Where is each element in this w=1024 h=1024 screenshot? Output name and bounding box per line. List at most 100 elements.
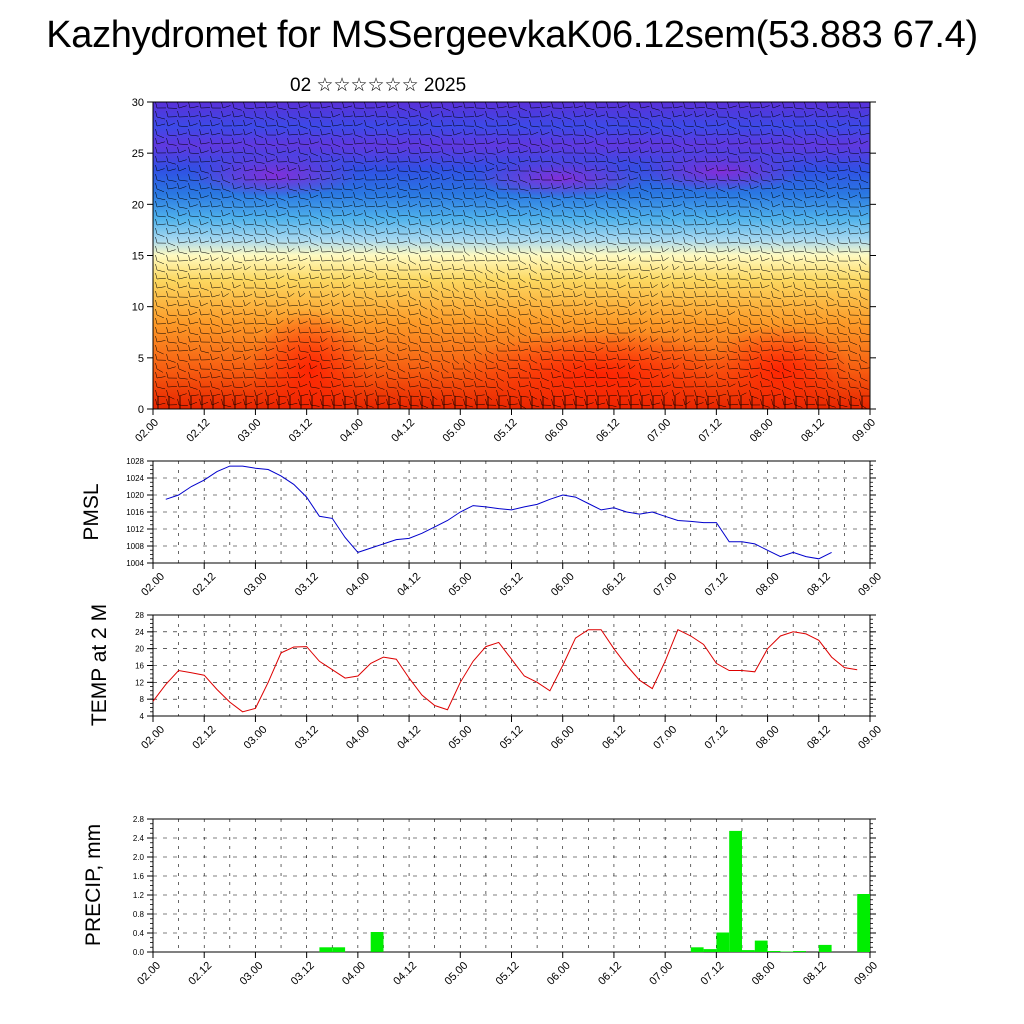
precip-bar	[332, 947, 346, 953]
temp-x-tick-label: 04.12	[395, 724, 423, 752]
precip-y-tick-label: 0.4	[133, 929, 145, 938]
precip-bar	[370, 932, 384, 952]
temp-y-tick-label: 4	[140, 712, 145, 721]
cs-x-tick-label: 07.00	[645, 417, 673, 445]
cs-x-tick-label: 02.00	[133, 417, 161, 445]
precip-x-tick-label: 04.00	[340, 960, 368, 988]
precip-x-tick-label: 07.12	[699, 960, 727, 988]
temp-x-axis: 02.00 02.12 03.00 03.12 04.00 04.12 05.00 05.12…	[139, 716, 884, 752]
precip-x-tick-label: 08.00	[750, 960, 778, 988]
precip-y-tick-label: 1.6	[133, 872, 145, 881]
pmsl-x-tick-label: 04.12	[395, 571, 423, 599]
temp-x-tick-label: 06.12	[600, 724, 628, 752]
precip-bar	[780, 951, 794, 952]
cs-x-tick-label: 04.00	[338, 417, 366, 445]
cs-y-tick-label: 15	[132, 251, 144, 263]
pmsl-x-tick-label: 02.00	[139, 571, 167, 599]
cs-x-tick-label: 08.00	[748, 417, 776, 445]
pmsl-x-tick-label: 07.12	[703, 571, 731, 599]
precip-x-tick-label: 03.00	[238, 960, 266, 988]
precip-x-tick-label: 03.12	[289, 960, 317, 988]
precip-x-tick-label: 07.00	[647, 960, 675, 988]
precip-x-tick-label: 02.12	[186, 960, 214, 988]
pmsl-y-tick-label: 1024	[126, 474, 144, 483]
pmsl-x-tick-label: 06.12	[600, 571, 628, 599]
temp-x-tick-label: 03.00	[242, 724, 270, 752]
temp-x-tick-label: 07.00	[651, 724, 679, 752]
temp-x-tick-label: 09.00	[856, 724, 884, 752]
temp-x-tick-label: 03.12	[293, 724, 321, 752]
temp-x-tick-label: 05.00	[446, 724, 474, 752]
temp-x-tick-label: 05.12	[498, 724, 526, 752]
precip-bar	[767, 951, 781, 952]
pmsl-y-label: PMSL	[80, 483, 103, 540]
precip-y-tick-label: 2.4	[133, 834, 145, 843]
temp-y-tick-label: 20	[135, 645, 144, 654]
precip-x-tick-label: 05.12	[494, 960, 522, 988]
temp-x-tick-label: 07.12	[703, 724, 731, 752]
temp-y-tick-label: 28	[135, 611, 144, 620]
temp-y-tick-label: 8	[140, 695, 145, 704]
precip-grid	[153, 819, 870, 952]
cs-y-tick-label: 10	[132, 302, 144, 314]
precip-y-tick-label: 1.2	[133, 891, 145, 900]
cs-x-tick-label: 02.12	[184, 417, 212, 445]
temp-y-axis: 4 8 12 16 20 24 28	[135, 611, 876, 721]
precip-bar	[716, 932, 730, 952]
precip-panel: 0.0 0.4 0.8 1.2 1.6 2.0 2.4 2.8 02.00 02.12 03.00…	[82, 815, 880, 988]
pmsl-x-tick-label: 04.00	[344, 571, 372, 599]
precip-y-tick-label: 2.0	[133, 853, 145, 862]
temp-y-label: TEMP at 2 M	[88, 604, 111, 726]
temp-y-tick-label: 16	[135, 662, 144, 671]
pmsl-y-tick-label: 1020	[126, 491, 144, 500]
pmsl-x-tick-label: 05.00	[446, 571, 474, 599]
cross-section-anomalies	[190, 152, 850, 409]
precip-x-tick-label: 06.00	[545, 960, 573, 988]
cs-x-tick-label: 06.12	[594, 417, 622, 445]
precip-y-label: PRECIP, mm	[82, 824, 105, 946]
wind-barbs	[155, 102, 870, 409]
temp-y-tick-label: 12	[135, 678, 144, 687]
cross-section-panel: 0 5 10 15 20 25 30 02.00 02.12 03.00 03.12 04.00 04…	[132, 97, 878, 445]
pmsl-x-tick-label: 09.00	[856, 571, 884, 599]
precip-bar	[857, 894, 870, 952]
pmsl-series-line	[165, 465, 832, 560]
pmsl-y-tick-label: 1016	[126, 508, 144, 517]
precip-x-tick-label: 02.00	[135, 960, 163, 988]
cs-x-tick-label: 08.12	[799, 417, 827, 445]
cs-y-tick-label: 20	[132, 199, 144, 211]
precip-bar	[754, 940, 768, 952]
temp-series-line	[152, 629, 858, 713]
precip-y-tick-label: 2.8	[133, 815, 145, 824]
pmsl-y-tick-label: 1004	[126, 559, 144, 568]
cs-x-tick-label: 05.12	[492, 417, 520, 445]
cs-x-tick-label: 05.00	[440, 417, 468, 445]
precip-y-axis: 0.0 0.4 0.8 1.2 1.6 2.0 2.4 2.8	[133, 815, 876, 957]
cs-y-tick-label: 5	[138, 353, 144, 365]
cs-y-tick-label: 0	[138, 404, 144, 416]
pmsl-y-axis: 1004 1008 1012 1016 1020 1024 1028	[126, 457, 876, 568]
cs-x-tick-label: 07.12	[697, 417, 725, 445]
precip-x-tick-label: 04.12	[391, 960, 419, 988]
cross-section-y-axis: 0 5 10 15 20 25 30	[132, 97, 876, 416]
precip-x-tick-label: 05.00	[442, 960, 470, 988]
cs-y-tick-label: 30	[132, 97, 144, 109]
pmsl-y-tick-label: 1012	[126, 525, 144, 534]
cs-x-tick-label: 03.00	[236, 417, 264, 445]
chart-title: Kazhydromet for MSSergeevkaK06.12sem(53.…	[46, 14, 978, 56]
precip-x-axis: 02.00 02.12 03.00 03.12 04.00 04.12 05.00 05.12…	[135, 952, 880, 988]
precip-bar	[742, 950, 755, 952]
cs-x-tick-label: 09.00	[850, 417, 878, 445]
temp-x-tick-label: 02.00	[139, 724, 167, 752]
precip-bar	[690, 947, 704, 953]
precip-bars	[319, 830, 870, 953]
chart-subtitle: 02 ☆☆☆☆☆☆ 2025	[290, 75, 467, 96]
pmsl-x-tick-label: 06.00	[549, 571, 577, 599]
pmsl-x-tick-label: 07.00	[651, 571, 679, 599]
cross-section-x-axis: 02.00 02.12 03.00 03.12 04.00 04.12 05.00 05.12…	[133, 409, 878, 445]
pmsl-y-tick-label: 1028	[126, 457, 144, 466]
precip-bar	[729, 830, 742, 952]
pmsl-x-tick-label: 08.12	[805, 571, 833, 599]
